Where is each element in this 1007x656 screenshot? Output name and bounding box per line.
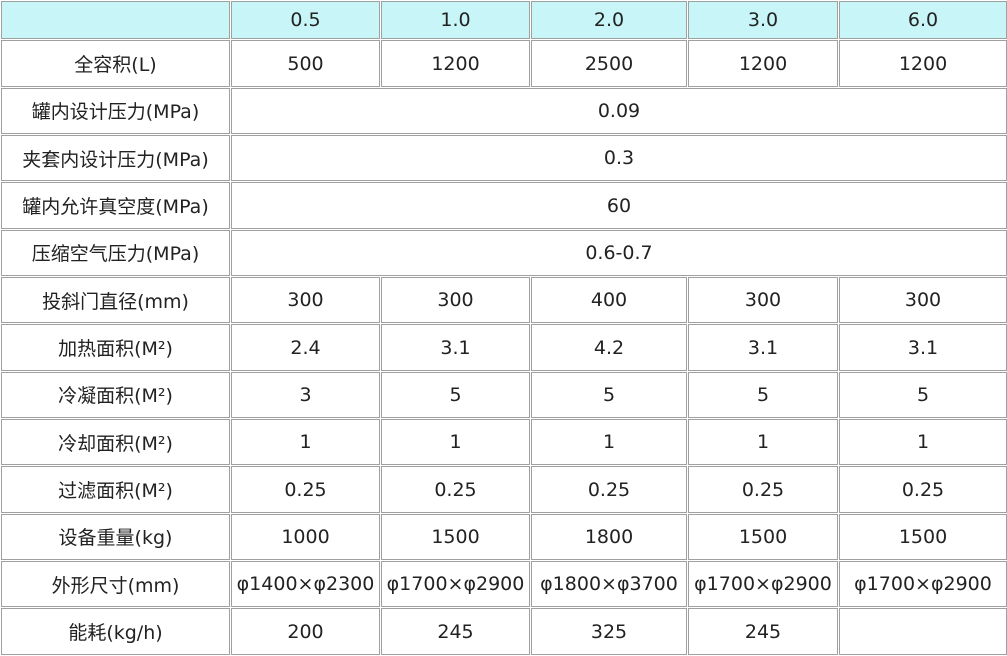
merged-cell: 60 [231, 182, 1007, 229]
value-cell: 500 [231, 40, 380, 87]
row-label: 罐内设计压力(MPa) [1, 87, 230, 135]
row-label: 全容积(L) [1, 40, 230, 87]
value-cell: 1200 [688, 40, 838, 87]
value-cell: 5 [839, 371, 1007, 419]
header-cell: 1.0 [381, 1, 530, 40]
data-row: 冷凝面积(M²) 3 5 5 5 5 [1, 371, 1007, 419]
value-cell: 1000 [231, 513, 380, 561]
data-row: 过滤面积(M²) 0.25 0.25 0.25 0.25 0.25 [1, 466, 1007, 513]
merged-cell: 0.6-0.7 [231, 229, 1007, 277]
corner-cell [1, 1, 230, 40]
value-cell: 300 [688, 277, 838, 324]
value-cell: 1500 [839, 513, 1007, 561]
value-cell: 3.1 [839, 324, 1007, 371]
row-label: 投斜门直径(mm) [1, 277, 230, 324]
value-cell: 3 [231, 371, 380, 419]
value-cell: 325 [531, 608, 687, 655]
value-cell: 4.2 [531, 324, 687, 371]
value-cell: 5 [531, 371, 687, 419]
value-cell: 0.25 [688, 466, 838, 513]
value-cell: φ1700×φ2900 [839, 561, 1007, 608]
row-label: 过滤面积(M²) [1, 466, 230, 513]
data-row: 冷却面积(M²) 1 1 1 1 1 [1, 419, 1007, 466]
empty-cell [839, 608, 1007, 655]
header-cell: 6.0 [839, 1, 1007, 40]
row-label: 罐内允许真空度(MPa) [1, 182, 230, 229]
header-cell: 2.0 [531, 1, 687, 40]
value-cell: 2.4 [231, 324, 380, 371]
data-row: 夹套内设计压力(MPa) 0.3 [1, 135, 1007, 182]
value-cell: 3.1 [381, 324, 530, 371]
data-row: 投斜门直径(mm) 300 300 400 300 300 [1, 277, 1007, 324]
data-row: 设备重量(kg) 1000 1500 1800 1500 1500 [1, 513, 1007, 561]
row-label: 外形尺寸(mm) [1, 561, 230, 608]
row-label: 能耗(kg/h) [1, 608, 230, 655]
value-cell: 1 [231, 419, 380, 466]
value-cell: 300 [839, 277, 1007, 324]
value-cell: 3.1 [688, 324, 838, 371]
value-cell: φ1400×φ2300 [231, 561, 380, 608]
value-cell: 0.25 [839, 466, 1007, 513]
value-cell: 1500 [688, 513, 838, 561]
value-cell: 245 [688, 608, 838, 655]
header-cell: 0.5 [231, 1, 380, 40]
row-label: 夹套内设计压力(MPa) [1, 135, 230, 182]
value-cell: φ1700×φ2900 [688, 561, 838, 608]
value-cell: φ1800×φ3700 [531, 561, 687, 608]
value-cell: 1 [688, 419, 838, 466]
value-cell: 0.25 [231, 466, 380, 513]
row-label: 加热面积(M²) [1, 324, 230, 371]
row-label: 压缩空气压力(MPa) [1, 229, 230, 277]
data-row: 全容积(L) 500 1200 2500 1200 1200 [1, 40, 1007, 87]
value-cell: 5 [381, 371, 530, 419]
row-label: 冷却面积(M²) [1, 419, 230, 466]
value-cell: 0.25 [531, 466, 687, 513]
data-row: 外形尺寸(mm) φ1400×φ2300 φ1700×φ2900 φ1800×φ370… [1, 561, 1007, 608]
value-cell: 2500 [531, 40, 687, 87]
value-cell: 1 [381, 419, 530, 466]
row-label: 设备重量(kg) [1, 513, 230, 561]
header-cell: 3.0 [688, 1, 838, 40]
value-cell: 1 [531, 419, 687, 466]
value-cell: 300 [231, 277, 380, 324]
data-row: 罐内设计压力(MPa) 0.09 [1, 87, 1007, 135]
data-row: 罐内允许真空度(MPa) 60 [1, 182, 1007, 229]
merged-cell: 0.09 [231, 87, 1007, 135]
value-cell: φ1700×φ2900 [381, 561, 530, 608]
value-cell: 1500 [381, 513, 530, 561]
value-cell: 1200 [381, 40, 530, 87]
merged-cell: 0.3 [231, 135, 1007, 182]
value-cell: 400 [531, 277, 687, 324]
value-cell: 300 [381, 277, 530, 324]
value-cell: 0.25 [381, 466, 530, 513]
value-cell: 1800 [531, 513, 687, 561]
value-cell: 5 [688, 371, 838, 419]
value-cell: 1 [839, 419, 1007, 466]
header-row: 0.5 1.0 2.0 3.0 6.0 [1, 1, 1007, 40]
row-label: 冷凝面积(M²) [1, 371, 230, 419]
data-row: 能耗(kg/h) 200 245 325 245 [1, 608, 1007, 655]
value-cell: 245 [381, 608, 530, 655]
value-cell: 1200 [839, 40, 1007, 87]
data-row: 加热面积(M²) 2.4 3.1 4.2 3.1 3.1 [1, 324, 1007, 371]
value-cell: 200 [231, 608, 380, 655]
data-row: 压缩空气压力(MPa) 0.6-0.7 [1, 229, 1007, 277]
